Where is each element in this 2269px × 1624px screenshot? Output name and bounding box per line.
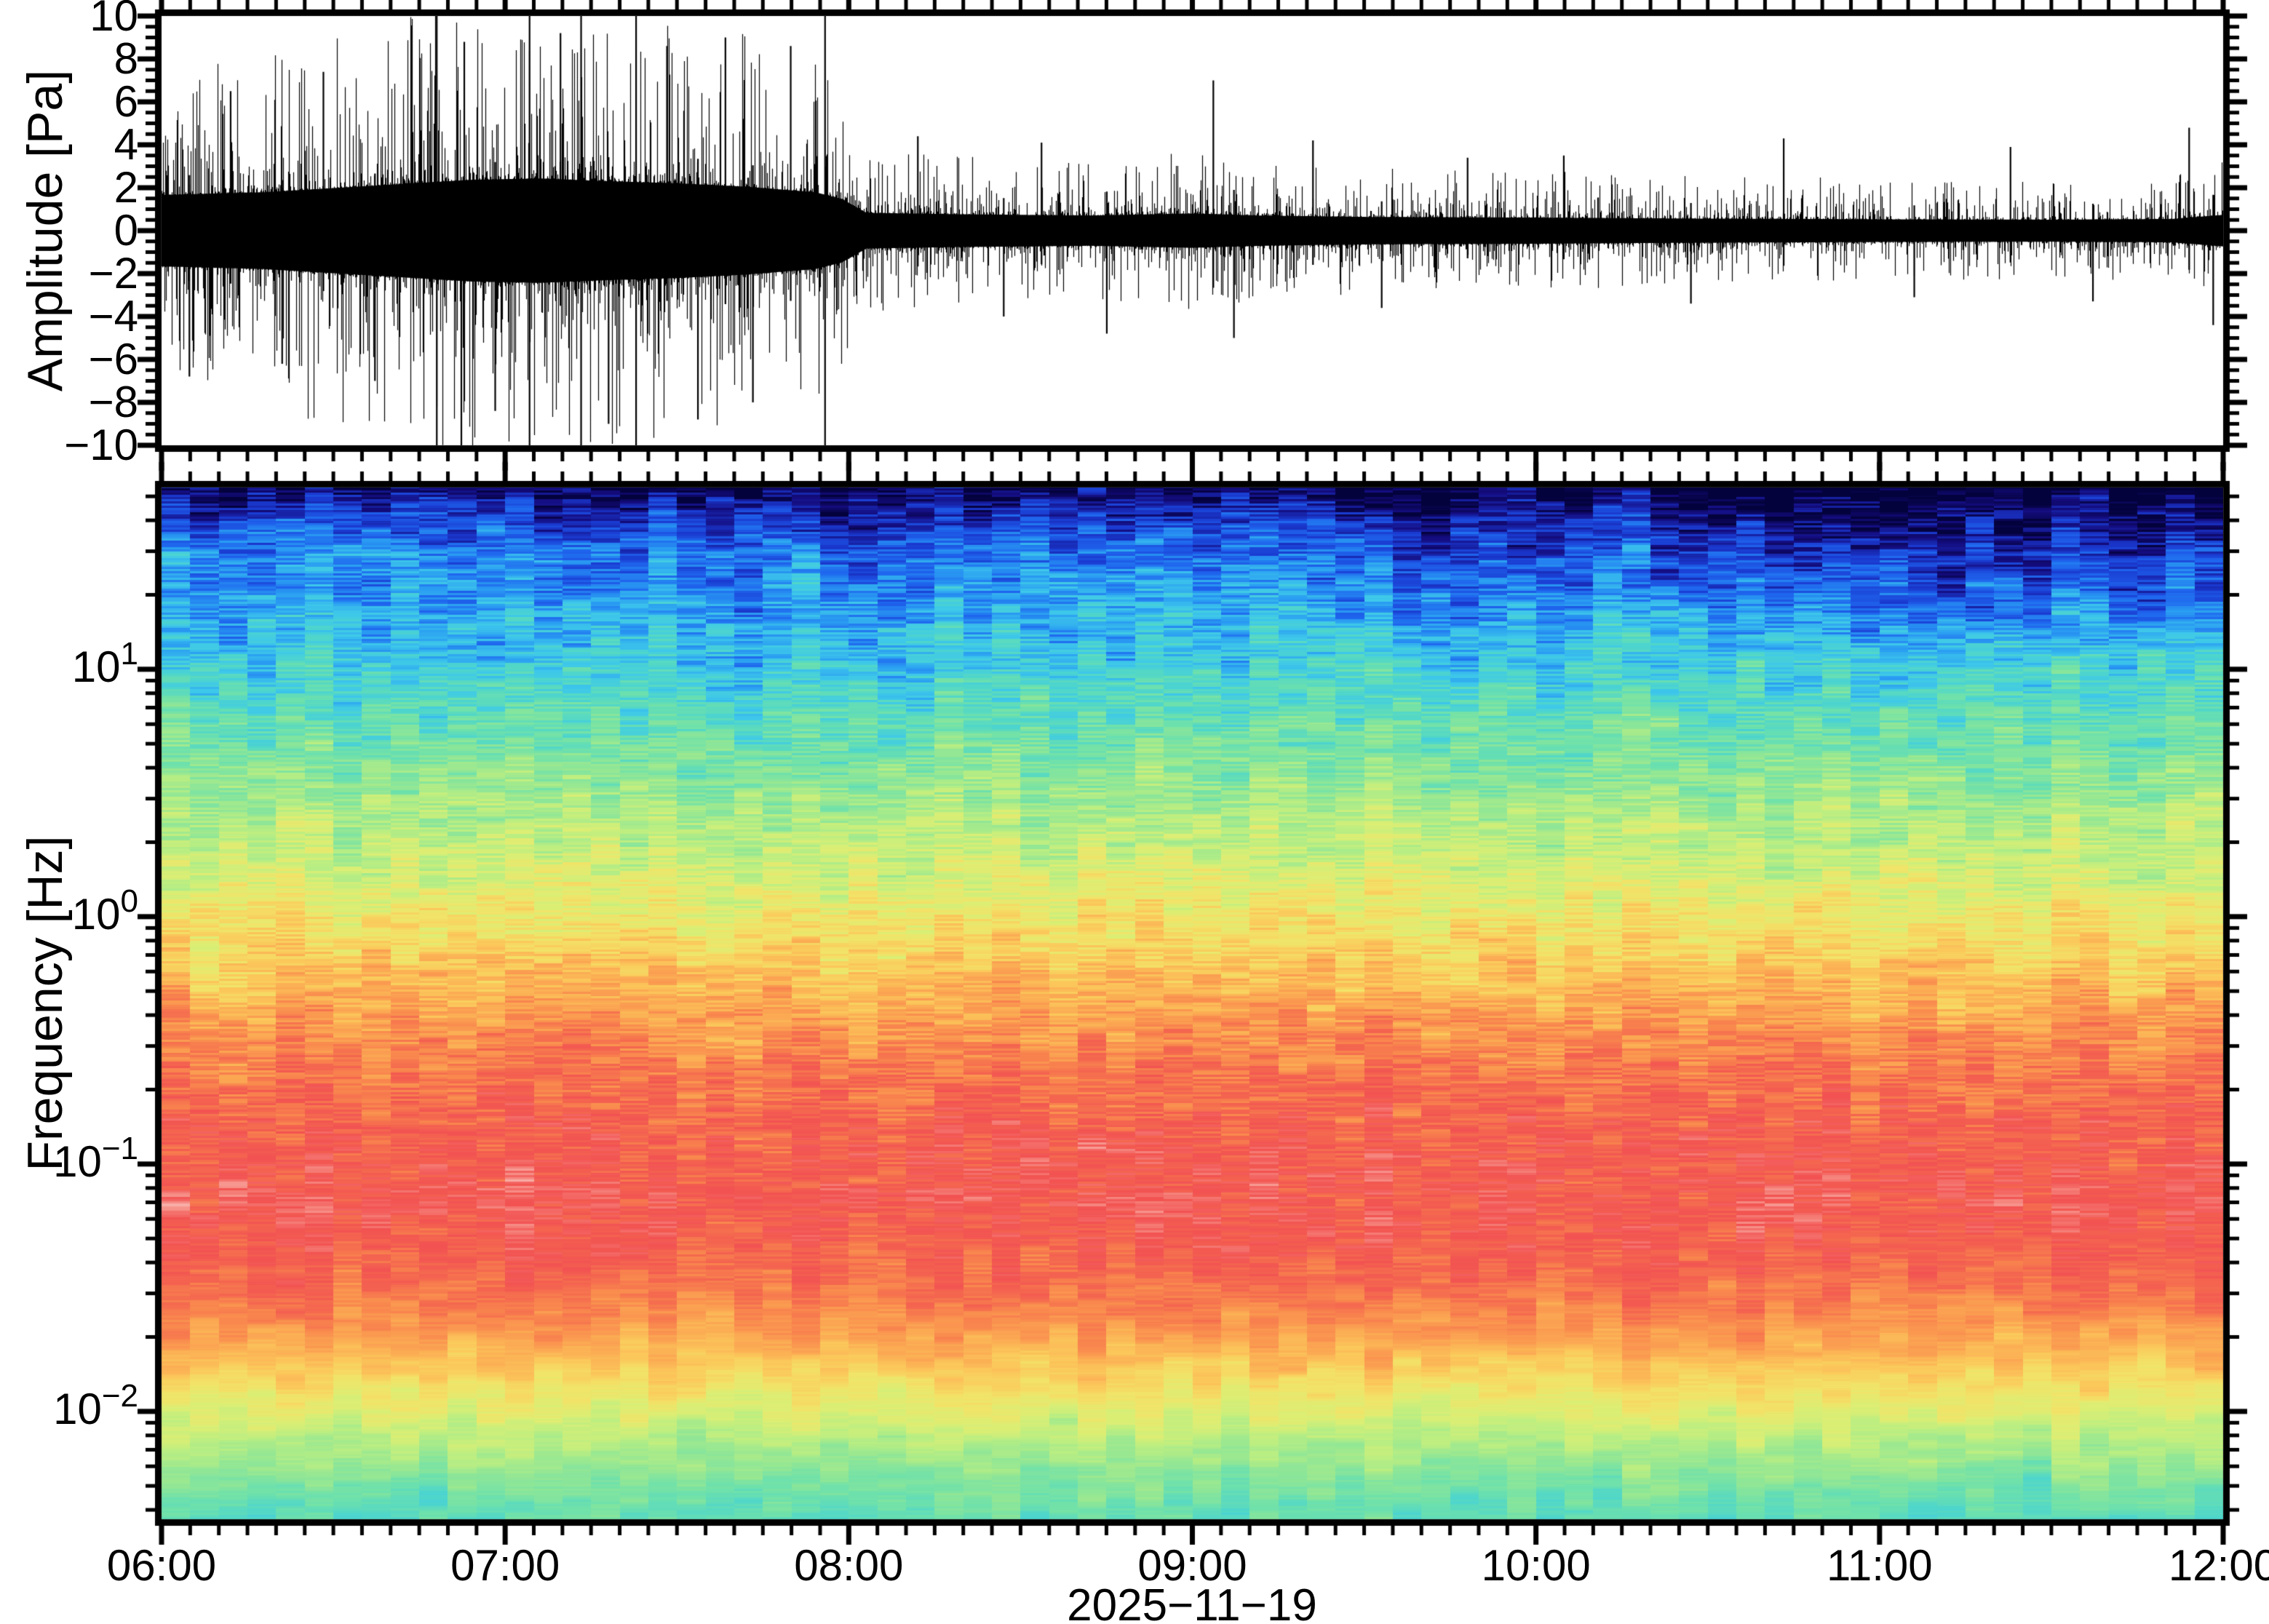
frequency-tick-exponent: 1 xyxy=(120,635,138,672)
amplitude-tick-label: −8 xyxy=(88,378,138,426)
amplitude-tick-label: 0 xyxy=(114,206,138,255)
time-tick-label: 08:00 xyxy=(794,1541,904,1590)
amplitude-tick-label: 6 xyxy=(114,77,138,126)
frequency-tick-label: 10−1 xyxy=(53,1132,138,1186)
time-tick-label: 07:00 xyxy=(450,1541,560,1590)
amplitude-tick-label: 2 xyxy=(114,163,138,212)
amplitude-tick-label: 10 xyxy=(90,0,138,40)
amplitude-tick-label: 8 xyxy=(114,34,138,83)
time-tick-label: 09:00 xyxy=(1137,1541,1247,1590)
frequency-tick-base: 10 xyxy=(71,642,121,691)
time-tick-label: 10:00 xyxy=(1481,1541,1591,1590)
time-tick-label: 06:00 xyxy=(106,1541,217,1590)
amplitude-tick-label: −6 xyxy=(88,335,138,383)
amplitude-tick-label: −4 xyxy=(88,292,138,341)
frequency-tick-label: 10−2 xyxy=(53,1380,138,1433)
time-tick-label: 11:00 xyxy=(1826,1541,1933,1590)
amplitude-tick-label: 4 xyxy=(114,120,138,169)
amplitude-axis-title: Amplitude [Pa] xyxy=(17,69,73,392)
frequency-tick-base: 10 xyxy=(53,1137,102,1186)
date-label: 2025−11−19 xyxy=(1067,1580,1317,1624)
frequency-tick-exponent: 0 xyxy=(120,883,138,919)
frequency-tick-exponent: −1 xyxy=(101,1130,138,1166)
frequency-tick-label: 101 xyxy=(71,637,138,691)
amplitude-tick-label: −10 xyxy=(64,421,138,469)
frequency-tick-base: 10 xyxy=(71,889,121,939)
frequency-tick-base: 10 xyxy=(53,1384,102,1433)
amplitude-tick-label: −2 xyxy=(88,249,138,298)
frequency-tick-label: 100 xyxy=(71,885,138,939)
time-tick-label: 12:00 xyxy=(2168,1541,2269,1590)
frequency-axis-title: Frequency [Hz] xyxy=(17,835,73,1171)
frequency-tick-exponent: −2 xyxy=(101,1377,138,1414)
